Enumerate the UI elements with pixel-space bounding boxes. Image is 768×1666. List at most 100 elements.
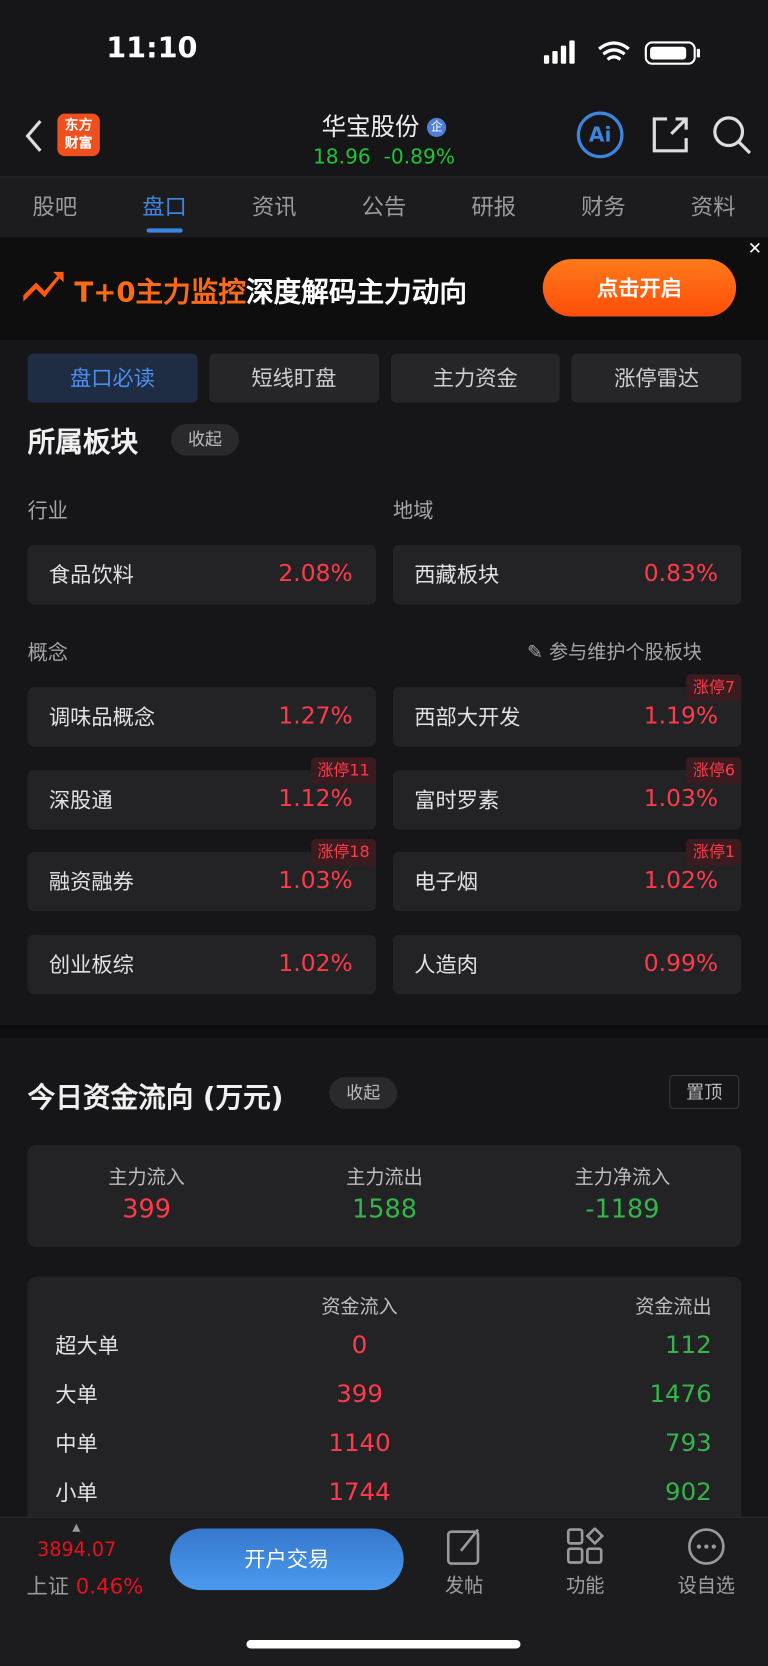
concept-name: 电子烟 [414, 868, 478, 895]
industry-label: 行业 [27, 499, 68, 523]
subtab-must-read[interactable]: 盘口必读 [27, 353, 198, 403]
fund-summary: 主力流入 399 主力流出 1588 主力净流入 -1189 [27, 1145, 742, 1248]
index-info[interactable]: 上证 0.46% [26, 1573, 144, 1599]
concept-card[interactable]: 富时罗素 1.03% 涨停6 [393, 756, 742, 830]
stock-price: 18.96 -0.89% [312, 145, 456, 169]
search-icon[interactable] [712, 115, 752, 155]
subtab-main-funds[interactable]: 主力资金 [390, 353, 561, 403]
share-icon[interactable] [650, 115, 690, 155]
banner-open-button[interactable]: 点击开启 [542, 259, 737, 317]
main-tabs: 股吧 盘口 资讯 公告 研报 财务 资料 [0, 176, 768, 237]
concept-name: 创业板综 [48, 951, 134, 977]
functions-button[interactable]: 功能 [543, 1526, 628, 1598]
ai-icon[interactable]: Ai [576, 111, 624, 159]
edit-icon: ✎ [526, 641, 543, 664]
edit-post-icon [446, 1528, 480, 1565]
flow-row: 大单 399 1476 [28, 1379, 742, 1411]
more-icon [688, 1528, 725, 1565]
sector-title: 所属板块 [27, 427, 139, 459]
concept-name: 西部大开发 [414, 704, 521, 730]
tab-news[interactable]: 资讯 [251, 194, 297, 220]
add-watchlist-button[interactable]: 设自选 [664, 1527, 749, 1598]
outflow-value: 902 [665, 1478, 712, 1507]
flow-row: 小单 1744 902 [28, 1476, 742, 1508]
tab-guba[interactable]: 股吧 [32, 194, 78, 220]
concept-name: 富时罗素 [414, 786, 500, 813]
inflow-value: 1744 [328, 1478, 391, 1507]
concept-card[interactable]: 电子烟 1.02% 涨停1 [393, 839, 742, 912]
status-time: 11:10 [106, 31, 198, 65]
region-label: 地域 [393, 499, 434, 523]
tab-profile[interactable]: 资料 [690, 194, 736, 220]
concept-card[interactable]: 人造肉 0.99% [393, 934, 742, 994]
inflow-header: 资金流入 [321, 1295, 398, 1319]
concept-change: 1.19% [643, 703, 719, 730]
grid-icon [566, 1526, 605, 1564]
stock-title: 华宝股份 企 [0, 106, 768, 142]
order-type: 超大单 [55, 1333, 119, 1359]
banner-text: T+0主力监控深度解码主力动向 [74, 277, 467, 310]
concept-name: 调味品概念 [48, 704, 156, 730]
concept-change: 1.12% [278, 785, 353, 813]
industry-card[interactable]: 食品饮料 2.08% [27, 544, 377, 605]
concept-change: 0.99% [643, 950, 719, 977]
concept-change: 1.02% [278, 950, 353, 977]
limit-up-badge: 涨停18 [311, 839, 377, 866]
main-net-inflow: 主力净流入 -1189 [574, 1166, 671, 1224]
inflow-value: 0 [351, 1331, 368, 1360]
concept-change: 1.03% [278, 867, 353, 895]
fund-flow-title: 今日资金流向 (万元) [27, 1082, 284, 1115]
industry-name: 食品饮料 [48, 561, 134, 588]
outflow-value: 793 [665, 1429, 712, 1458]
concept-change: 1.03% [643, 785, 719, 813]
concept-card[interactable]: 西部大开发 1.19% 涨停7 [393, 674, 742, 747]
outflow-value: 112 [665, 1331, 712, 1360]
concept-card[interactable]: 调味品概念 1.27% [27, 687, 377, 747]
limit-up-badge: 涨停7 [686, 674, 742, 702]
pin-top-button[interactable]: 置顶 [669, 1074, 740, 1109]
outflow-header: 资金流出 [635, 1295, 712, 1319]
sub-tabs: 盘口必读 短线盯盘 主力资金 涨停雷达 [27, 353, 742, 403]
back-icon[interactable] [23, 119, 44, 153]
tab-finance[interactable]: 财务 [581, 194, 626, 220]
subtab-limit-radar[interactable]: 涨停雷达 [571, 353, 742, 403]
order-type: 小单 [55, 1479, 98, 1506]
subtab-short-term[interactable]: 短线盯盘 [208, 353, 379, 403]
open-account-trade-button[interactable]: 开户交易 [169, 1528, 404, 1591]
fund-flow-collapse-button[interactable]: 收起 [329, 1077, 398, 1109]
tab-research[interactable]: 研报 [471, 194, 516, 220]
inflow-value: 399 [336, 1380, 383, 1409]
concept-change: 1.27% [278, 703, 353, 730]
enterprise-badge: 企 [427, 117, 447, 138]
maintain-sector-link[interactable]: ✎ 参与维护个股板块 [526, 641, 702, 664]
limit-up-badge: 涨停11 [311, 756, 377, 784]
order-type: 大单 [55, 1381, 98, 1408]
concept-name: 人造肉 [414, 951, 478, 977]
region-card[interactable]: 西藏板块 0.83% [393, 544, 742, 605]
inflow-value: 1140 [328, 1429, 391, 1458]
concept-change: 1.02% [643, 867, 719, 895]
outflow-value: 1476 [649, 1380, 712, 1409]
region-change: 0.83% [643, 560, 719, 588]
tab-announcements[interactable]: 公告 [361, 194, 407, 220]
concept-card[interactable]: 创业板综 1.02% [27, 934, 377, 994]
home-indicator [246, 1640, 521, 1649]
industry-change: 2.08% [278, 560, 353, 588]
main-outflow: 主力流出 1588 [346, 1166, 423, 1224]
close-icon[interactable]: ✕ [747, 237, 763, 259]
post-button[interactable]: 发帖 [422, 1527, 507, 1598]
fund-flow-table: 资金流入 资金流出 超大单 0 112 大单 399 1476 中单 1140 793 小单 174… [27, 1276, 742, 1517]
order-type: 中单 [55, 1430, 98, 1457]
region-name: 西藏板块 [414, 561, 500, 588]
concept-card[interactable]: 深股通 1.12% 涨停11 [27, 756, 377, 830]
main-inflow: 主力流入 399 [108, 1166, 185, 1224]
trend-icon [23, 271, 64, 309]
sector-collapse-button[interactable]: 收起 [171, 423, 240, 456]
flow-row: 中单 1140 793 [28, 1428, 742, 1460]
concept-name: 深股通 [48, 786, 113, 813]
tab-pankou[interactable]: 盘口 [110, 177, 220, 236]
index-value[interactable]: 3894.07 [37, 1539, 117, 1562]
flow-row: 超大单 0 112 [28, 1330, 742, 1362]
concept-card[interactable]: 融资融券 1.03% 涨停18 [27, 839, 377, 912]
app-logo: 东方 财富 [57, 113, 100, 157]
